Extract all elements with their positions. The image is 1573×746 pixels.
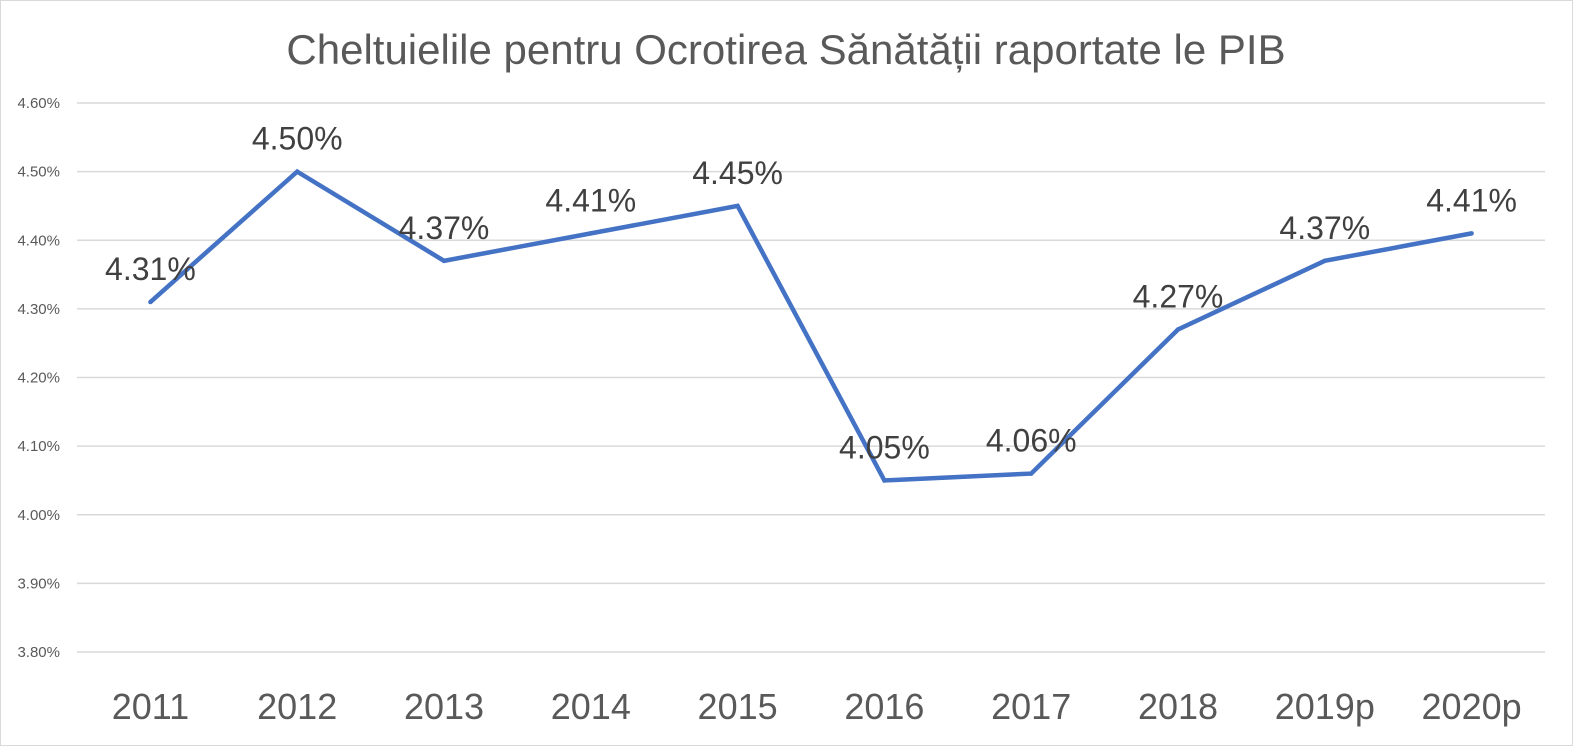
x-tick-label: 2018 — [1138, 686, 1218, 727]
data-label: 4.50% — [252, 121, 343, 157]
data-point — [735, 203, 740, 209]
x-tick-label: 2012 — [257, 686, 337, 727]
data-point — [1028, 471, 1034, 476]
data-point — [294, 169, 300, 174]
data-label: 4.37% — [399, 210, 490, 246]
data-point — [588, 231, 594, 236]
gridlines — [77, 102, 1545, 653]
series-layer — [148, 168, 1474, 483]
x-tick-label: 2014 — [551, 686, 631, 727]
data-label: 4.45% — [692, 155, 783, 191]
data-point — [1322, 258, 1328, 264]
data-label: 4.41% — [1426, 182, 1517, 218]
chart-title: Cheltuielile pentru Ocrotirea Sănătății … — [286, 26, 1285, 73]
series-line — [148, 168, 1473, 483]
data-label: 4.27% — [1133, 278, 1224, 314]
x-tick-label: 2020p — [1422, 686, 1522, 727]
x-axis-tick-labels: 2011 2012 2013 2014 2015 2016 2017 2018 2019p 202… — [112, 686, 1522, 727]
data-label: 4.05% — [839, 429, 930, 465]
y-tick-label: 3.80% — [17, 644, 60, 661]
y-tick-label: 4.20% — [17, 370, 60, 387]
y-tick-label: 3.90% — [17, 575, 60, 592]
data-point — [441, 258, 447, 264]
x-tick-label: 2011 — [112, 686, 189, 727]
data-point — [1175, 327, 1181, 332]
x-tick-label: 2016 — [844, 686, 924, 727]
y-tick-label: 4.40% — [17, 232, 60, 249]
y-tick-label: 4.50% — [17, 164, 60, 181]
y-tick-label: 4.60% — [17, 95, 60, 112]
data-label: 4.41% — [545, 182, 636, 218]
data-point — [1469, 231, 1474, 236]
data-labels: 4.31% 4.50% 4.37% 4.41% 4.45% 4.05% 4.06% 4.27%… — [105, 121, 1517, 466]
x-tick-label: 2013 — [404, 686, 484, 727]
y-axis-tick-labels: 3.80% 3.90% 4.00% 4.10% 4.20% 4.30% 4.40% 4.50%… — [17, 95, 60, 661]
y-tick-label: 4.30% — [17, 301, 60, 318]
data-point — [148, 299, 153, 305]
data-label: 4.06% — [986, 423, 1077, 459]
data-point — [882, 478, 887, 483]
y-tick-label: 4.00% — [17, 507, 60, 524]
y-tick-label: 4.10% — [17, 438, 60, 455]
data-label: 4.37% — [1279, 210, 1370, 246]
x-tick-label: 2015 — [698, 686, 778, 727]
data-label: 4.31% — [105, 251, 196, 287]
x-tick-label: 2017 — [991, 686, 1071, 727]
x-tick-label: 2019p — [1275, 686, 1375, 727]
